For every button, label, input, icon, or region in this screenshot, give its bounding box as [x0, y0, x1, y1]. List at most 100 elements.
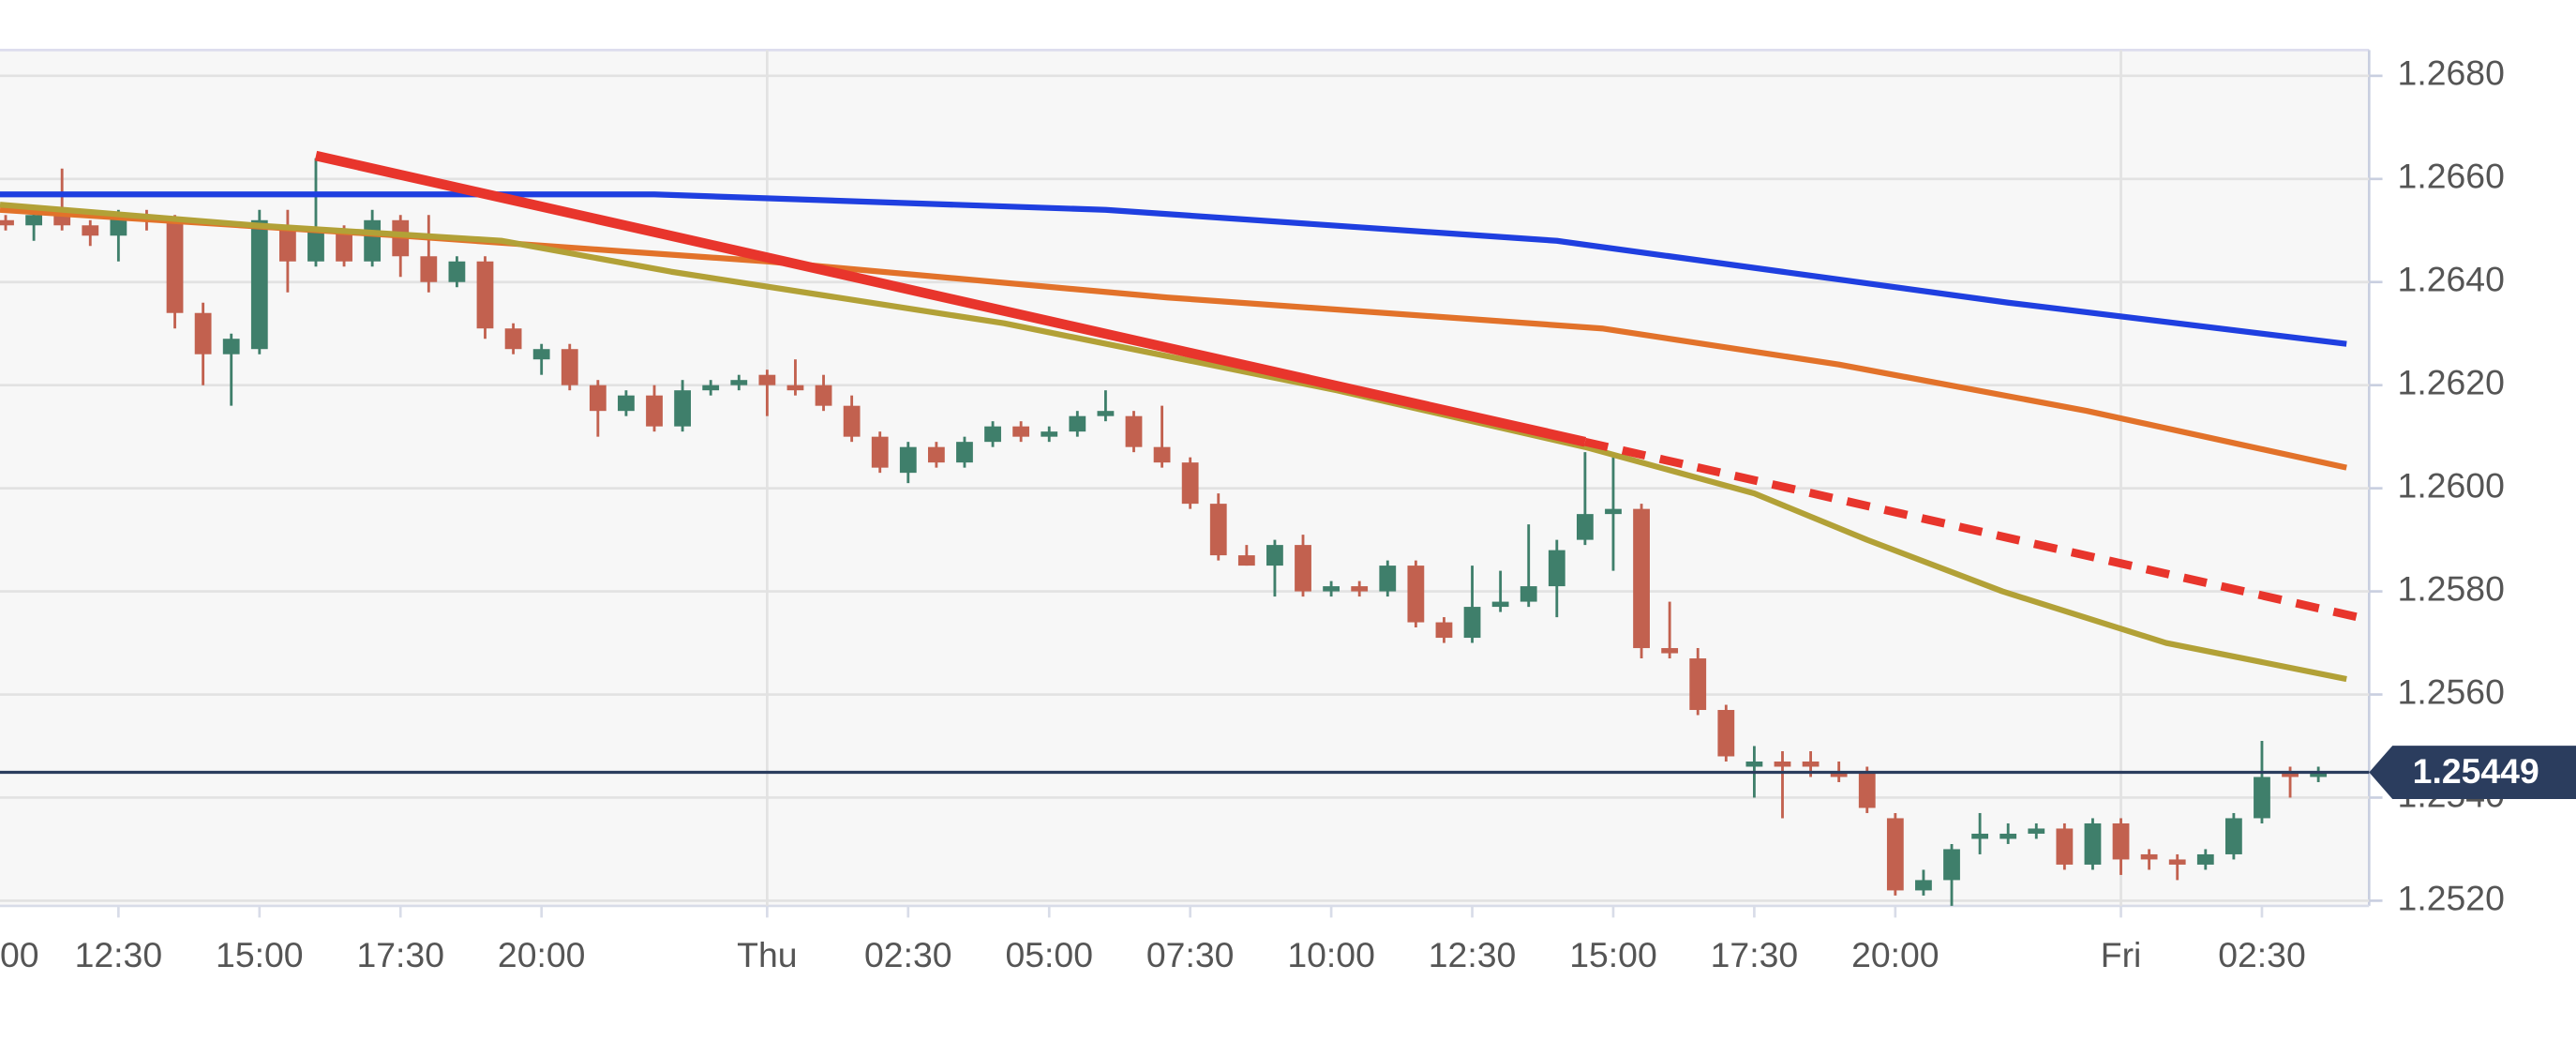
candle-body: [1209, 504, 1227, 556]
candle-body: [1915, 880, 1932, 891]
candle-body: [1971, 833, 1989, 839]
candle-body: [1323, 586, 1340, 592]
candle-body: [278, 225, 296, 262]
x-tick-label: 17:30: [356, 935, 444, 974]
indicator-line: [0, 191, 2347, 347]
candle-body: [420, 256, 438, 282]
x-tick-label: 05:00: [1005, 935, 1093, 974]
candle-body: [364, 219, 382, 262]
x-tick-label: 20:00: [1851, 935, 1939, 974]
candle-body: [1802, 761, 1820, 767]
candle-body: [1435, 622, 1453, 639]
candle-body: [618, 395, 635, 412]
candle-body: [2254, 777, 2270, 819]
candle-body: [1886, 818, 1904, 891]
x-tick-label: 15:00: [216, 935, 304, 974]
candle-body: [1351, 586, 1369, 592]
x-tick-label: 07:30: [1146, 935, 1235, 974]
last-price-badge: [2369, 746, 2576, 799]
candle-body: [871, 436, 889, 468]
candle-body: [1012, 426, 1030, 437]
candle-body: [448, 261, 466, 282]
y-tick-label: 1.2520: [2398, 878, 2505, 917]
candle-body: [2028, 828, 2045, 834]
x-tick-label: Thu: [737, 935, 797, 974]
candle-body: [1379, 566, 1397, 592]
candle-body: [1548, 550, 1565, 587]
trend-line-projection: [1583, 437, 2371, 625]
candle-body: [336, 230, 352, 262]
y-tick-label: 1.2600: [2398, 466, 2505, 505]
candle-body: [1181, 462, 1199, 505]
candle-body: [2084, 822, 2102, 865]
candle-body: [646, 395, 663, 427]
candle-body: [1491, 601, 1509, 608]
candle-body: [307, 230, 324, 262]
candle-body: [1153, 446, 1171, 463]
candle-body: [1097, 411, 1115, 416]
candle-body: [504, 328, 522, 350]
x-tick-label: 10:00: [1287, 935, 1375, 974]
candle-body: [2282, 771, 2299, 777]
candle-body: [194, 312, 212, 355]
candle-body: [166, 219, 184, 313]
candle-body: [1266, 545, 1283, 566]
candle-body: [2310, 771, 2328, 777]
candle-body: [1237, 555, 1255, 566]
candle-body: [2056, 828, 2074, 865]
candle-body: [82, 225, 99, 236]
candle-body: [984, 426, 1001, 443]
x-tick-label: 20:00: [498, 935, 586, 974]
y-tick-label: 1.2620: [2398, 363, 2505, 402]
last-price-label: 1.25449: [2413, 751, 2539, 791]
candle-body: [1661, 648, 1679, 654]
y-tick-label: 1.2560: [2398, 671, 2505, 711]
candle-body: [1605, 508, 1622, 515]
candle-body: [674, 390, 692, 427]
candle-body: [956, 442, 973, 463]
candle-body: [2112, 822, 2130, 860]
y-tick-label: 1.2580: [2398, 568, 2505, 608]
candle-body: [250, 219, 268, 350]
candle-body: [2140, 853, 2158, 860]
candle-body: [561, 349, 578, 385]
candle-body: [702, 385, 720, 391]
candle-body: [1830, 771, 1848, 777]
plot-layer: [0, 150, 2371, 906]
candle-body: [1041, 431, 1058, 437]
candle-body: [1463, 607, 1481, 639]
candle-body: [2196, 853, 2214, 865]
candle-body: [0, 219, 14, 226]
x-tick-label: 02:30: [2218, 935, 2306, 974]
candle-body: [1999, 833, 2017, 839]
candle-body: [25, 215, 43, 226]
candle-body: [222, 339, 240, 355]
candle-body: [1125, 415, 1143, 447]
y-tick-label: 1.2660: [2398, 157, 2505, 196]
x-tick-label: 12:30: [1429, 935, 1517, 974]
candle-body: [758, 374, 776, 385]
candle-body: [843, 405, 861, 437]
candle-body: [1717, 710, 1735, 757]
candle-body: [589, 385, 607, 412]
candle-body: [532, 349, 550, 360]
candle-body: [1633, 508, 1650, 649]
x-tick-label: Fri: [2101, 935, 2142, 974]
candle-body: [476, 261, 494, 329]
y-tick-label: 1.2640: [2398, 260, 2505, 299]
candle-body: [1689, 658, 1707, 711]
candle-body: [730, 380, 748, 385]
x-tick-label: 15:00: [1569, 935, 1657, 974]
x-tick-label: 17:30: [1711, 935, 1799, 974]
candle-body: [1295, 545, 1311, 592]
candle-body: [2224, 818, 2242, 854]
candle-body: [1745, 761, 1763, 767]
candle-body: [815, 385, 832, 406]
candle-body: [1774, 761, 1791, 767]
indicator-line: [314, 150, 1587, 447]
candle-body: [2168, 859, 2186, 865]
candle-body: [1069, 415, 1086, 432]
candle-body: [1576, 514, 1594, 540]
x-tick-label: 02:30: [864, 935, 952, 974]
